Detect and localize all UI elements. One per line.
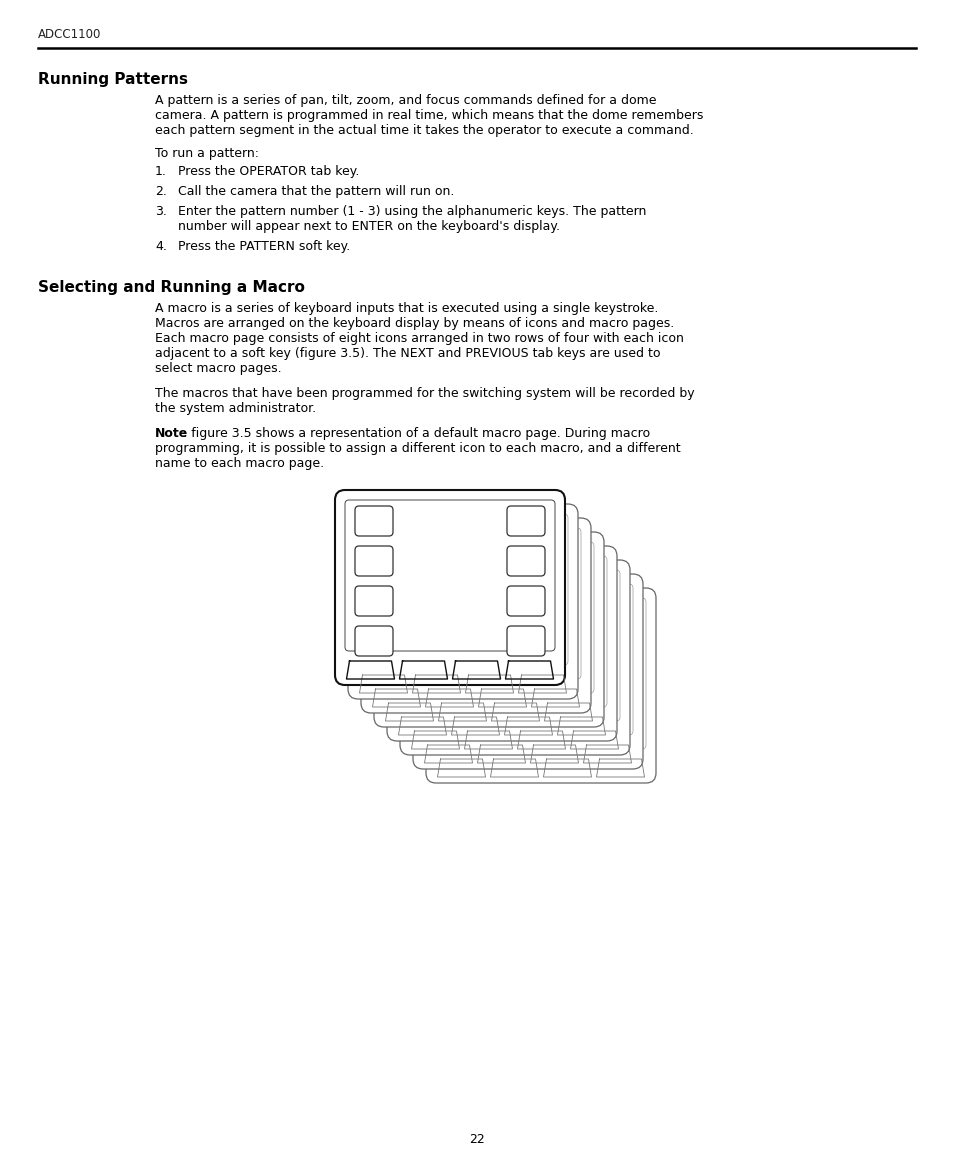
Text: : figure 3.5 shows a representation of a default macro page. During macro: : figure 3.5 shows a representation of a… — [183, 427, 649, 440]
FancyBboxPatch shape — [355, 586, 393, 615]
FancyBboxPatch shape — [422, 584, 633, 735]
Text: programming, it is possible to assign a different icon to each macro, and a diff: programming, it is possible to assign a … — [154, 442, 679, 455]
Text: To run a pattern:: To run a pattern: — [154, 147, 258, 160]
FancyBboxPatch shape — [371, 529, 580, 679]
FancyBboxPatch shape — [355, 546, 393, 576]
FancyBboxPatch shape — [506, 546, 544, 576]
FancyBboxPatch shape — [426, 588, 656, 783]
FancyBboxPatch shape — [413, 574, 642, 770]
FancyBboxPatch shape — [355, 506, 393, 535]
FancyBboxPatch shape — [335, 490, 564, 685]
Text: the system administrator.: the system administrator. — [154, 402, 315, 415]
Text: A pattern is a series of pan, tilt, zoom, and focus commands defined for a dome: A pattern is a series of pan, tilt, zoom… — [154, 94, 656, 107]
FancyBboxPatch shape — [436, 598, 645, 749]
Text: Press the PATTERN soft key.: Press the PATTERN soft key. — [178, 240, 350, 253]
Text: Press the OPERATOR tab key.: Press the OPERATOR tab key. — [178, 165, 359, 178]
FancyBboxPatch shape — [357, 513, 567, 665]
FancyBboxPatch shape — [396, 556, 606, 707]
Text: name to each macro page.: name to each macro page. — [154, 457, 324, 471]
FancyBboxPatch shape — [348, 504, 578, 699]
Text: Running Patterns: Running Patterns — [38, 72, 188, 87]
Text: Note: Note — [154, 427, 188, 440]
Text: Each macro page consists of eight icons arranged in two rows of four with each i: Each macro page consists of eight icons … — [154, 331, 683, 345]
Text: 3.: 3. — [154, 205, 167, 218]
FancyBboxPatch shape — [384, 542, 594, 693]
FancyBboxPatch shape — [360, 518, 590, 713]
Text: camera. A pattern is programmed in real time, which means that the dome remember: camera. A pattern is programmed in real … — [154, 109, 702, 122]
FancyBboxPatch shape — [506, 586, 544, 615]
FancyBboxPatch shape — [355, 626, 393, 656]
Text: 2.: 2. — [154, 185, 167, 198]
FancyBboxPatch shape — [345, 500, 555, 651]
Text: A macro is a series of keyboard inputs that is executed using a single keystroke: A macro is a series of keyboard inputs t… — [154, 302, 658, 315]
FancyBboxPatch shape — [399, 560, 629, 755]
Text: Enter the pattern number (1 - 3) using the alphanumeric keys. The pattern: Enter the pattern number (1 - 3) using t… — [178, 205, 646, 218]
Text: 1.: 1. — [154, 165, 167, 178]
Text: Selecting and Running a Macro: Selecting and Running a Macro — [38, 280, 305, 296]
FancyBboxPatch shape — [374, 532, 603, 727]
Text: 22: 22 — [469, 1134, 484, 1146]
FancyBboxPatch shape — [387, 546, 617, 741]
Text: number will appear next to ENTER on the keyboard's display.: number will appear next to ENTER on the … — [178, 220, 559, 233]
Text: The macros that have been programmed for the switching system will be recorded b: The macros that have been programmed for… — [154, 387, 694, 400]
Text: Call the camera that the pattern will run on.: Call the camera that the pattern will ru… — [178, 185, 454, 198]
Text: Macros are arranged on the keyboard display by means of icons and macro pages.: Macros are arranged on the keyboard disp… — [154, 318, 674, 330]
Text: adjacent to a soft key (figure 3.5). The NEXT and PREVIOUS tab keys are used to: adjacent to a soft key (figure 3.5). The… — [154, 347, 659, 360]
Text: select macro pages.: select macro pages. — [154, 362, 281, 376]
FancyBboxPatch shape — [506, 506, 544, 535]
Text: ADCC1100: ADCC1100 — [38, 28, 101, 41]
FancyBboxPatch shape — [410, 570, 619, 721]
Text: each pattern segment in the actual time it takes the operator to execute a comma: each pattern segment in the actual time … — [154, 124, 693, 137]
Text: 4.: 4. — [154, 240, 167, 253]
FancyBboxPatch shape — [506, 626, 544, 656]
